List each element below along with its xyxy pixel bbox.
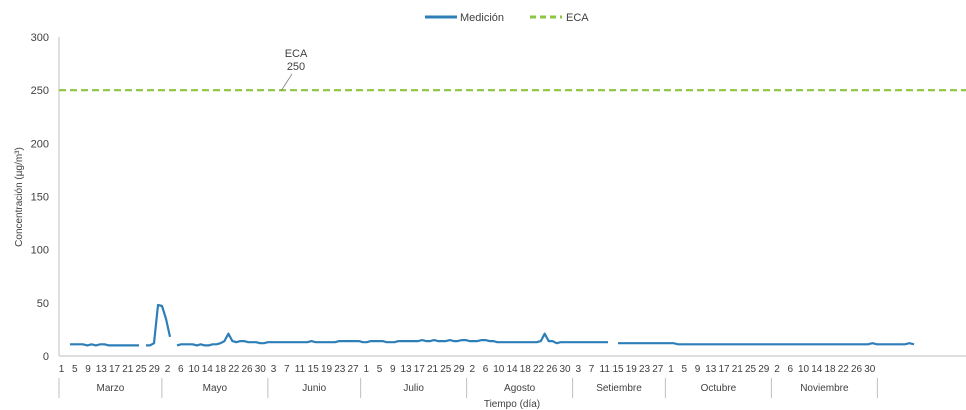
y-tick-label: 250 [31,85,49,97]
x-tick-label: 27 [347,364,359,375]
x-tick-label: 30 [255,364,267,375]
x-tick-label: 18 [215,364,227,375]
y-tick-label: 300 [31,32,49,44]
y-tick-label: 0 [43,351,49,363]
x-tick-label: 19 [626,364,638,375]
x-tick-label: 17 [109,364,121,375]
legend-eca-label: ECA [566,12,589,24]
x-tick-label: 3 [575,364,581,375]
x-tick-label: 10 [493,364,505,375]
x-tick-label: 11 [295,364,306,375]
x-tick-label: 13 [705,364,717,375]
x-tick-label: 13 [400,364,412,375]
x-tick-label: 1 [363,364,369,375]
x-tick-label: 21 [427,364,439,375]
x-tick-label: 6 [483,364,489,375]
x-tick-label: 18 [824,364,836,375]
x-axis-label: Tiempo (día) [484,399,540,410]
x-tick-label: 5 [377,364,383,375]
x-tick-label: 30 [559,364,571,375]
x-tick-label: 18 [520,364,532,375]
x-tick-label: 7 [589,364,595,375]
x-tick-label: 25 [135,364,147,375]
x-tick-label: 5 [681,364,687,375]
x-tick-label: 15 [612,364,624,375]
y-tick-label: 200 [31,138,49,150]
x-tick-label: 14 [506,364,518,375]
x-tick-label: 10 [798,364,810,375]
x-tick-label: 17 [718,364,730,375]
x-tick-label: 9 [85,364,91,375]
x-tick-label: 9 [695,364,701,375]
x-tick-label: 22 [838,364,850,375]
x-tick-label: 17 [414,364,426,375]
x-month-label: Setiembre [596,383,642,394]
y-axis: 0 50 100 150 200 250 300 [31,32,60,363]
x-tick-label: 1 [668,364,674,375]
x-tick-label: 14 [811,364,823,375]
x-tick-label: 2 [469,364,475,375]
medicion-line-segment [146,303,172,347]
x-tick-label: 25 [440,364,452,375]
x-month-label: Junio [302,383,326,394]
x-tick-label: 26 [851,364,863,375]
x-tick-label: 23 [334,364,346,375]
x-tick-label: 29 [453,364,465,375]
y-tick-label: 100 [31,245,49,257]
x-tick-label: 15 [308,364,320,375]
x-tick-label: 29 [758,364,770,375]
medicion-line-segment [176,332,608,347]
x-tick-label: 26 [241,364,253,375]
x-tick-label: 3 [271,364,277,375]
legend: Medición ECA [425,12,589,24]
x-tick-label: 22 [533,364,545,375]
x-tick-label: 19 [321,364,333,375]
x-tick-label: 23 [639,364,651,375]
y-tick-label: 50 [37,298,49,310]
x-tick-label: 2 [774,364,780,375]
x-month-label: Mayo [203,383,228,394]
x-tick-label: 21 [122,364,134,375]
x-tick-label: 1 [59,364,65,375]
x-tick-label: 7 [284,364,290,375]
eca-annotation-leader [280,73,293,92]
x-month-label: Noviembre [800,383,849,394]
y-axis-label: Concentración (µg/m³) [14,147,25,247]
series-medicion [70,303,915,347]
y-tick-label: 150 [31,192,49,204]
medicion-line-segment [618,342,915,346]
x-tick-label: 26 [546,364,558,375]
medicion-line-segment [70,343,139,347]
x-tick-label: 6 [178,364,184,375]
x-tick-label: 27 [652,364,664,375]
x-tick-label: 2 [165,364,171,375]
eca-annotation-value: 250 [287,61,305,73]
x-tick-label: 22 [228,364,240,375]
x-tick-label: 25 [745,364,757,375]
x-month-label: Julio [403,383,424,394]
x-tick-label: 9 [390,364,396,375]
x-tick-label: 30 [864,364,876,375]
x-month-label: Marzo [97,383,125,394]
x-tick-label: 13 [96,364,108,375]
x-tick-label: 29 [149,364,161,375]
eca-annotation-label: ECA [285,48,308,60]
x-tick-label: 5 [72,364,78,375]
legend-medicion-label: Medición [460,12,504,24]
x-month-label: Agosto [504,383,536,394]
x-tick-label: 21 [732,364,744,375]
x-month-label: Octubre [701,383,737,394]
x-tick-label: 6 [787,364,793,375]
x-tick-label: 10 [188,364,200,375]
x-tick-label: 11 [600,364,611,375]
x-tick-label: 14 [202,364,214,375]
